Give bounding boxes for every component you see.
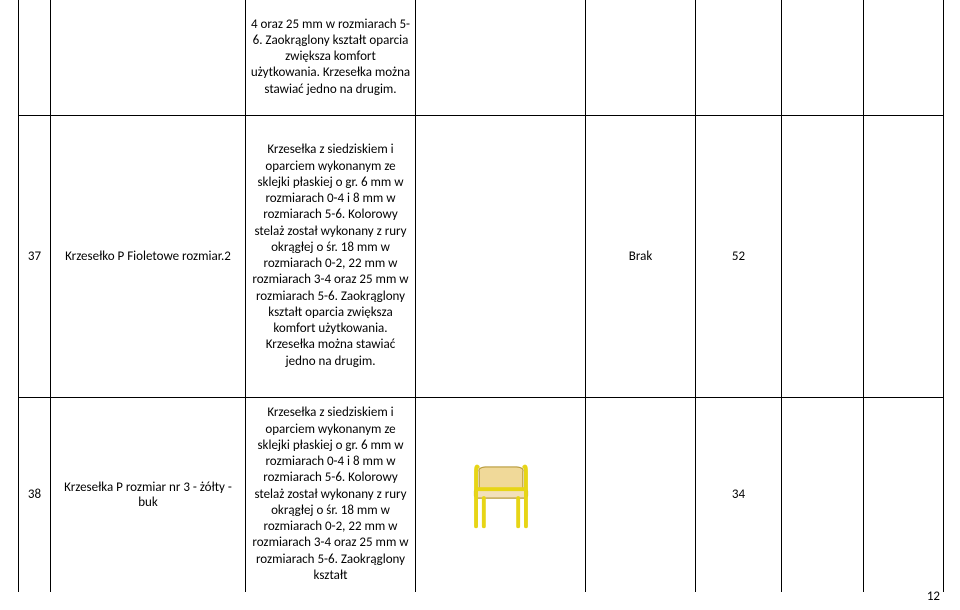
cell-num: 37 [19, 115, 51, 397]
cell-qty: 34 [696, 397, 782, 592]
name-text: Krzesełka P rozmiar nr 3 - żółty - buk [64, 480, 232, 510]
cell-desc: 4 oraz 25 mm w rozmiarach 5-6. Zaokrąglo… [246, 0, 416, 115]
cell-qty [696, 0, 782, 115]
cell-img [416, 115, 586, 397]
table-body: 4 oraz 25 mm w rozmiarach 5-6. Zaokrąglo… [19, 0, 944, 592]
chair-icon [462, 456, 540, 534]
cell-ext1 [782, 115, 864, 397]
table-row: 4 oraz 25 mm w rozmiarach 5-6. Zaokrąglo… [19, 0, 944, 115]
cell-ext2 [864, 115, 944, 397]
desc-text: Krzesełka z siedziskiem i oparciem wykon… [250, 142, 411, 370]
cell-brak [586, 397, 696, 592]
table-row: 38 Krzesełka P rozmiar nr 3 - żółty - bu… [19, 397, 944, 592]
cell-img [416, 0, 586, 115]
spec-table: 4 oraz 25 mm w rozmiarach 5-6. Zaokrąglo… [18, 0, 944, 592]
desc-text: 4 oraz 25 mm w rozmiarach 5-6. Zaokrąglo… [250, 17, 411, 98]
name-text: Krzesełko P Fioletowe rozmiar.2 [65, 249, 231, 264]
page: 4 oraz 25 mm w rozmiarach 5-6. Zaokrąglo… [0, 0, 960, 610]
cell-name: Krzesełko P Fioletowe rozmiar.2 [51, 115, 246, 397]
cell-brak [586, 0, 696, 115]
qty-text: 52 [732, 249, 745, 264]
cell-ext1 [782, 397, 864, 592]
cell-ext1 [782, 0, 864, 115]
cell-num [19, 0, 51, 115]
cell-brak: Brak [586, 115, 696, 397]
num-text: 37 [28, 249, 41, 264]
cell-desc: Krzesełka z siedziskiem i oparciem wykon… [246, 115, 416, 397]
cell-ext2 [864, 0, 944, 115]
page-number: 12 [927, 589, 940, 604]
cell-ext2 [864, 397, 944, 592]
brak-text: Brak [629, 249, 652, 264]
cell-name: Krzesełka P rozmiar nr 3 - żółty - buk [51, 397, 246, 592]
cell-desc: Krzesełka z siedziskiem i oparciem wykon… [246, 397, 416, 592]
cell-qty: 52 [696, 115, 782, 397]
qty-text: 34 [732, 487, 745, 502]
num-text: 38 [28, 487, 41, 502]
cell-num: 38 [19, 397, 51, 592]
table-row: 37 Krzesełko P Fioletowe rozmiar.2 Krzes… [19, 115, 944, 397]
desc-text: Krzesełka z siedziskiem i oparciem wykon… [250, 405, 411, 584]
cell-name [51, 0, 246, 115]
cell-img [416, 397, 586, 592]
